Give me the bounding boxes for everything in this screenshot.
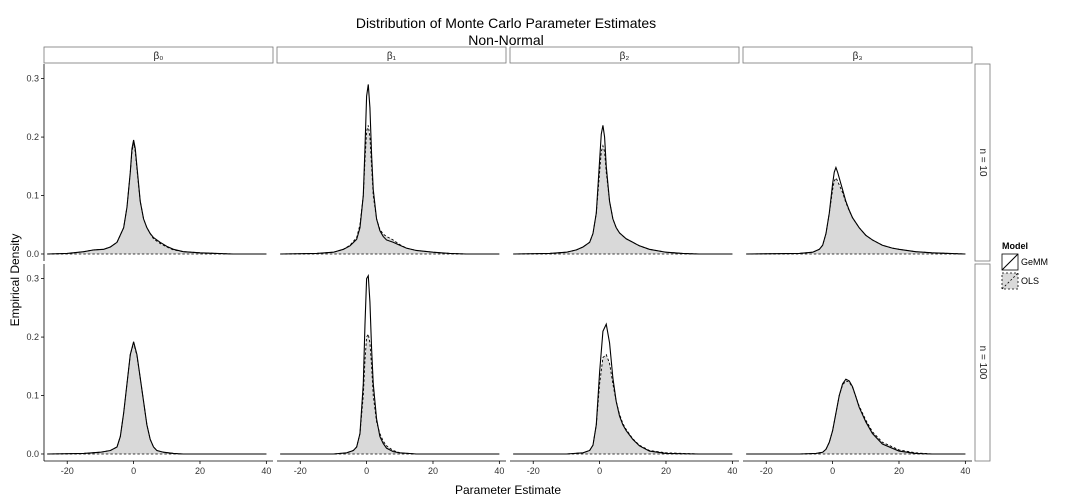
legend-label-gemm: GeMM bbox=[1021, 257, 1048, 267]
row-strip-1 bbox=[974, 263, 991, 462]
gemm-density-line bbox=[47, 139, 267, 255]
panel-2-1 bbox=[513, 322, 733, 455]
legend: Model GeMM OLS bbox=[1001, 241, 1048, 290]
ols-density-line bbox=[280, 332, 500, 455]
column-strip-label-1: β₁ bbox=[387, 51, 397, 62]
gemm-density-line bbox=[746, 378, 966, 455]
x-tick-label-col-0-0: -20 bbox=[61, 466, 74, 476]
ols-area bbox=[280, 334, 500, 454]
ols-area bbox=[513, 145, 733, 254]
ols-area bbox=[746, 380, 966, 454]
y-tick-label-row-0-3: 0.3 bbox=[26, 74, 39, 84]
gemm-density-line bbox=[280, 84, 500, 255]
column-strip-1 bbox=[276, 46, 507, 64]
legend-key-ols bbox=[1001, 272, 1019, 290]
x-tick-label-col-3-2: 20 bbox=[894, 466, 904, 476]
y-tick-label-row-1-3: 0.3 bbox=[26, 274, 39, 284]
legend-title: Model bbox=[1002, 241, 1028, 251]
column-strip-label-2: β₂ bbox=[620, 51, 630, 62]
panel-2-0 bbox=[513, 125, 733, 255]
column-strip-label-0: β₀ bbox=[154, 51, 164, 62]
x-tick-label-col-3-3: 40 bbox=[960, 466, 970, 476]
panel-0-0 bbox=[47, 139, 267, 255]
x-tick-label-col-0-2: 20 bbox=[195, 466, 205, 476]
ols-density-line bbox=[47, 142, 267, 255]
ols-area bbox=[746, 177, 966, 254]
chart-title: Distribution of Monte Carlo Parameter Es… bbox=[356, 15, 656, 31]
column-strip-2 bbox=[509, 46, 740, 64]
column-strip-0 bbox=[43, 46, 274, 64]
row-strip-0 bbox=[974, 63, 991, 262]
legend-key-gemm-line bbox=[1001, 253, 1019, 271]
y-tick-label-row-1-1: 0.1 bbox=[26, 391, 39, 401]
legend-label-ols: OLS bbox=[1021, 276, 1039, 286]
ols-density-line bbox=[280, 125, 500, 255]
gemm-density-line bbox=[280, 273, 500, 455]
panel-3-1 bbox=[746, 378, 966, 455]
x-tick-label-col-2-3: 40 bbox=[727, 466, 737, 476]
y-tick-label-row-0-0: 0.0 bbox=[26, 249, 39, 259]
x-tick-label-col-1-0: -20 bbox=[294, 466, 307, 476]
y-tick-label-row-0-2: 0.2 bbox=[26, 132, 39, 142]
x-tick-label-col-2-0: -20 bbox=[527, 466, 540, 476]
column-strip-3 bbox=[742, 46, 973, 64]
x-tick-label-col-2-2: 20 bbox=[661, 466, 671, 476]
y-axis-title: Empirical Density bbox=[8, 234, 22, 327]
ols-area bbox=[280, 125, 500, 254]
x-tick-label-col-1-1: 0 bbox=[364, 466, 369, 476]
row-strip-label-0: n = 10 bbox=[977, 148, 988, 177]
ols-area bbox=[513, 354, 733, 454]
x-axis-title: Parameter Estimate bbox=[455, 483, 561, 497]
ols-area bbox=[47, 342, 267, 454]
gemm-density-line bbox=[513, 125, 733, 255]
x-tick-label-col-3-1: 0 bbox=[830, 466, 835, 476]
y-tick-label-row-1-0: 0.0 bbox=[26, 449, 39, 459]
y-tick-label-row-1-2: 0.2 bbox=[26, 332, 39, 342]
panel-0-1 bbox=[47, 341, 267, 455]
x-tick-label-col-0-1: 0 bbox=[131, 466, 136, 476]
y-tick-label-row-0-1: 0.1 bbox=[26, 191, 39, 201]
ols-density-line bbox=[513, 144, 733, 255]
chart-subtitle: Non-Normal bbox=[468, 32, 543, 48]
panel-1-0 bbox=[280, 84, 500, 255]
row-strip-label-1: n = 100 bbox=[977, 346, 988, 380]
column-strip-label-3: β₃ bbox=[853, 51, 863, 62]
panel-1-1 bbox=[280, 273, 500, 455]
x-tick-label-col-0-3: 40 bbox=[261, 466, 271, 476]
x-tick-label-col-1-2: 20 bbox=[428, 466, 438, 476]
gemm-density-line bbox=[47, 341, 267, 455]
x-tick-label-col-3-0: -20 bbox=[760, 466, 773, 476]
gemm-density-line bbox=[513, 322, 733, 455]
gemm-density-line bbox=[746, 165, 966, 255]
x-tick-label-col-2-1: 0 bbox=[597, 466, 602, 476]
x-tick-label-col-1-3: 40 bbox=[494, 466, 504, 476]
panel-3-0 bbox=[746, 165, 966, 255]
ols-density-line bbox=[47, 341, 267, 455]
ols-area bbox=[47, 142, 267, 254]
